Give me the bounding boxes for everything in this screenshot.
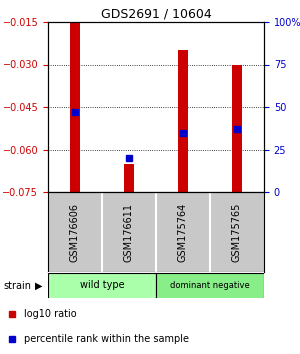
Text: wild type: wild type: [80, 280, 124, 290]
Text: percentile rank within the sample: percentile rank within the sample: [24, 334, 189, 344]
Bar: [48, 273, 156, 299]
Bar: [156, 273, 264, 299]
Text: strain: strain: [3, 281, 31, 291]
Text: GSM176606: GSM176606: [70, 202, 80, 262]
Text: GSM176611: GSM176611: [124, 202, 134, 262]
Text: GSM175765: GSM175765: [232, 202, 242, 262]
Title: GDS2691 / 10604: GDS2691 / 10604: [100, 8, 212, 21]
Text: log10 ratio: log10 ratio: [24, 309, 76, 319]
Bar: [232, 64, 242, 192]
Text: GSM175764: GSM175764: [178, 202, 188, 262]
Bar: [70, 22, 80, 192]
Text: ▶: ▶: [34, 281, 42, 291]
Bar: [178, 50, 188, 192]
Bar: [124, 164, 134, 192]
Text: dominant negative: dominant negative: [170, 281, 250, 290]
